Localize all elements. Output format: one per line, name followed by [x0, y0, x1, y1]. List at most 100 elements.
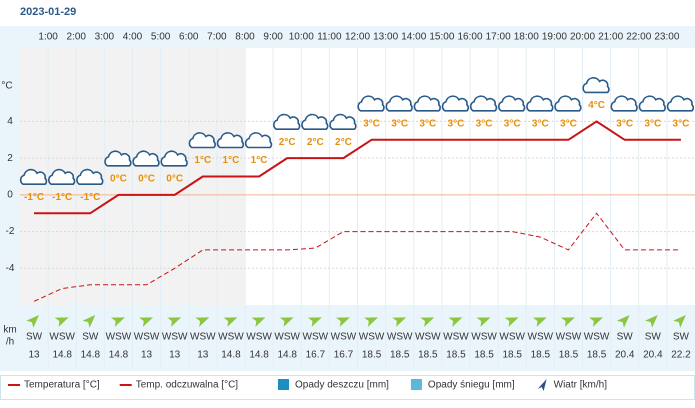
legend-box [0, 375, 695, 400]
date: 2023-01-29 [20, 6, 76, 18]
cloud [526, 95, 554, 112]
cloud [582, 77, 610, 94]
wind-arrow [589, 317, 604, 327]
wind-direction: WSW [190, 332, 216, 343]
cloud [413, 95, 441, 112]
wind-direction: WSW [443, 332, 469, 343]
line [34, 120, 681, 215]
arrow [560, 317, 575, 327]
wind-direction: WSW [359, 332, 385, 343]
cloud [188, 132, 216, 149]
arrow [279, 317, 294, 327]
wind-direction: WSW [556, 332, 582, 343]
wind-speed: 14.8 [52, 350, 72, 361]
legend-label: Opady śniegu [mm] [428, 380, 515, 391]
weather-icon [638, 95, 666, 112]
arrow [420, 317, 435, 327]
cloud [357, 95, 385, 112]
x-tick-label: 5:00 [151, 32, 171, 43]
data-label: 3°C [363, 118, 380, 129]
wind-speed: 14.8 [221, 350, 241, 361]
cloud [498, 95, 526, 112]
wind-direction: SW [617, 332, 634, 343]
legend-label: Temp. odczuwalna [°C] [136, 380, 239, 391]
wind-speed: 18.5 [531, 350, 551, 361]
arrow [167, 317, 182, 327]
y-tick-label: -2 [6, 226, 15, 237]
line [33, 212, 681, 302]
wind-direction: WSW [331, 332, 357, 343]
wind-arrow [645, 315, 658, 328]
x-tick-label: 12:00 [345, 32, 370, 43]
weather-icon [76, 168, 104, 186]
data-label: 1°C [194, 155, 211, 166]
wind-speed: 16.7 [334, 350, 354, 361]
wind-speed: 14.8 [81, 350, 101, 361]
wind-direction: WSW [49, 332, 75, 343]
data-label: 0°C [166, 173, 183, 184]
cloud [638, 95, 666, 112]
weather-icon [469, 95, 498, 112]
wind-speed: 20.4 [615, 350, 635, 361]
weather-icon [385, 95, 413, 112]
weather-icon [329, 113, 357, 130]
data-label: 0°C [110, 173, 127, 184]
wind-arrow [223, 317, 238, 327]
cloud [104, 150, 132, 167]
data-label: 4°C [588, 100, 605, 111]
legend-label: Temperatura [°C] [24, 380, 100, 391]
legend-swatch [278, 379, 289, 390]
wind-direction: WSW [584, 332, 610, 343]
wind-speed: 18.5 [390, 350, 410, 361]
wind-arrow [504, 317, 519, 327]
y-tick-label: -4 [6, 263, 15, 274]
arrow [195, 317, 210, 327]
wind-arrow [139, 317, 154, 327]
wind-speed: 13 [169, 350, 181, 361]
arrow [504, 317, 519, 327]
x-tick-label: 19:00 [542, 32, 567, 43]
legend-swatch [537, 379, 547, 391]
arrow [364, 317, 379, 327]
cloud [160, 150, 188, 167]
cloud [610, 95, 638, 112]
wind-arrow [364, 317, 379, 327]
data-label: 3°C [532, 118, 549, 129]
cloud [441, 95, 470, 112]
data-label: 3°C [560, 118, 577, 129]
wind-speed: 22.2 [671, 350, 691, 361]
weather-icon [413, 95, 441, 112]
wind-arrow [560, 317, 575, 327]
weather-icon [48, 168, 76, 186]
wind-arrow [279, 317, 294, 327]
cloud [554, 95, 582, 112]
x-tick-label: 7:00 [207, 32, 227, 43]
wind-direction: WSW [274, 332, 300, 343]
weather-icon [132, 150, 160, 167]
wind-speed: 18.5 [418, 350, 438, 361]
wind-arrow [392, 317, 407, 327]
y-tick-label: 0 [7, 189, 13, 200]
wind-direction: WSW [528, 332, 554, 343]
x-tick-label: 11:00 [317, 32, 342, 43]
cloud [76, 168, 104, 186]
x-tick-label: 8:00 [235, 32, 255, 43]
wind-arrow [82, 315, 96, 328]
data-label: 3°C [476, 118, 493, 129]
wind-unit: km [3, 325, 16, 336]
wind-arrow [335, 317, 350, 327]
data-label: 3°C [419, 118, 436, 129]
x-tick-label: 16:00 [457, 32, 482, 43]
data-label: 3°C [504, 118, 521, 129]
x-tick-label: 13:00 [373, 32, 398, 43]
data-label: 2°C [279, 137, 296, 148]
weather-icon [357, 95, 385, 112]
cloud [216, 132, 245, 149]
data-label: 2°C [335, 137, 352, 148]
wind-speed: 18.5 [559, 350, 579, 361]
cloud [132, 150, 160, 167]
wind-speed: 16.7 [306, 350, 326, 361]
legend-label: Opady deszczu [mm] [295, 380, 389, 391]
data-label: 3°C [673, 118, 690, 129]
wind-speed: 14.8 [249, 350, 269, 361]
